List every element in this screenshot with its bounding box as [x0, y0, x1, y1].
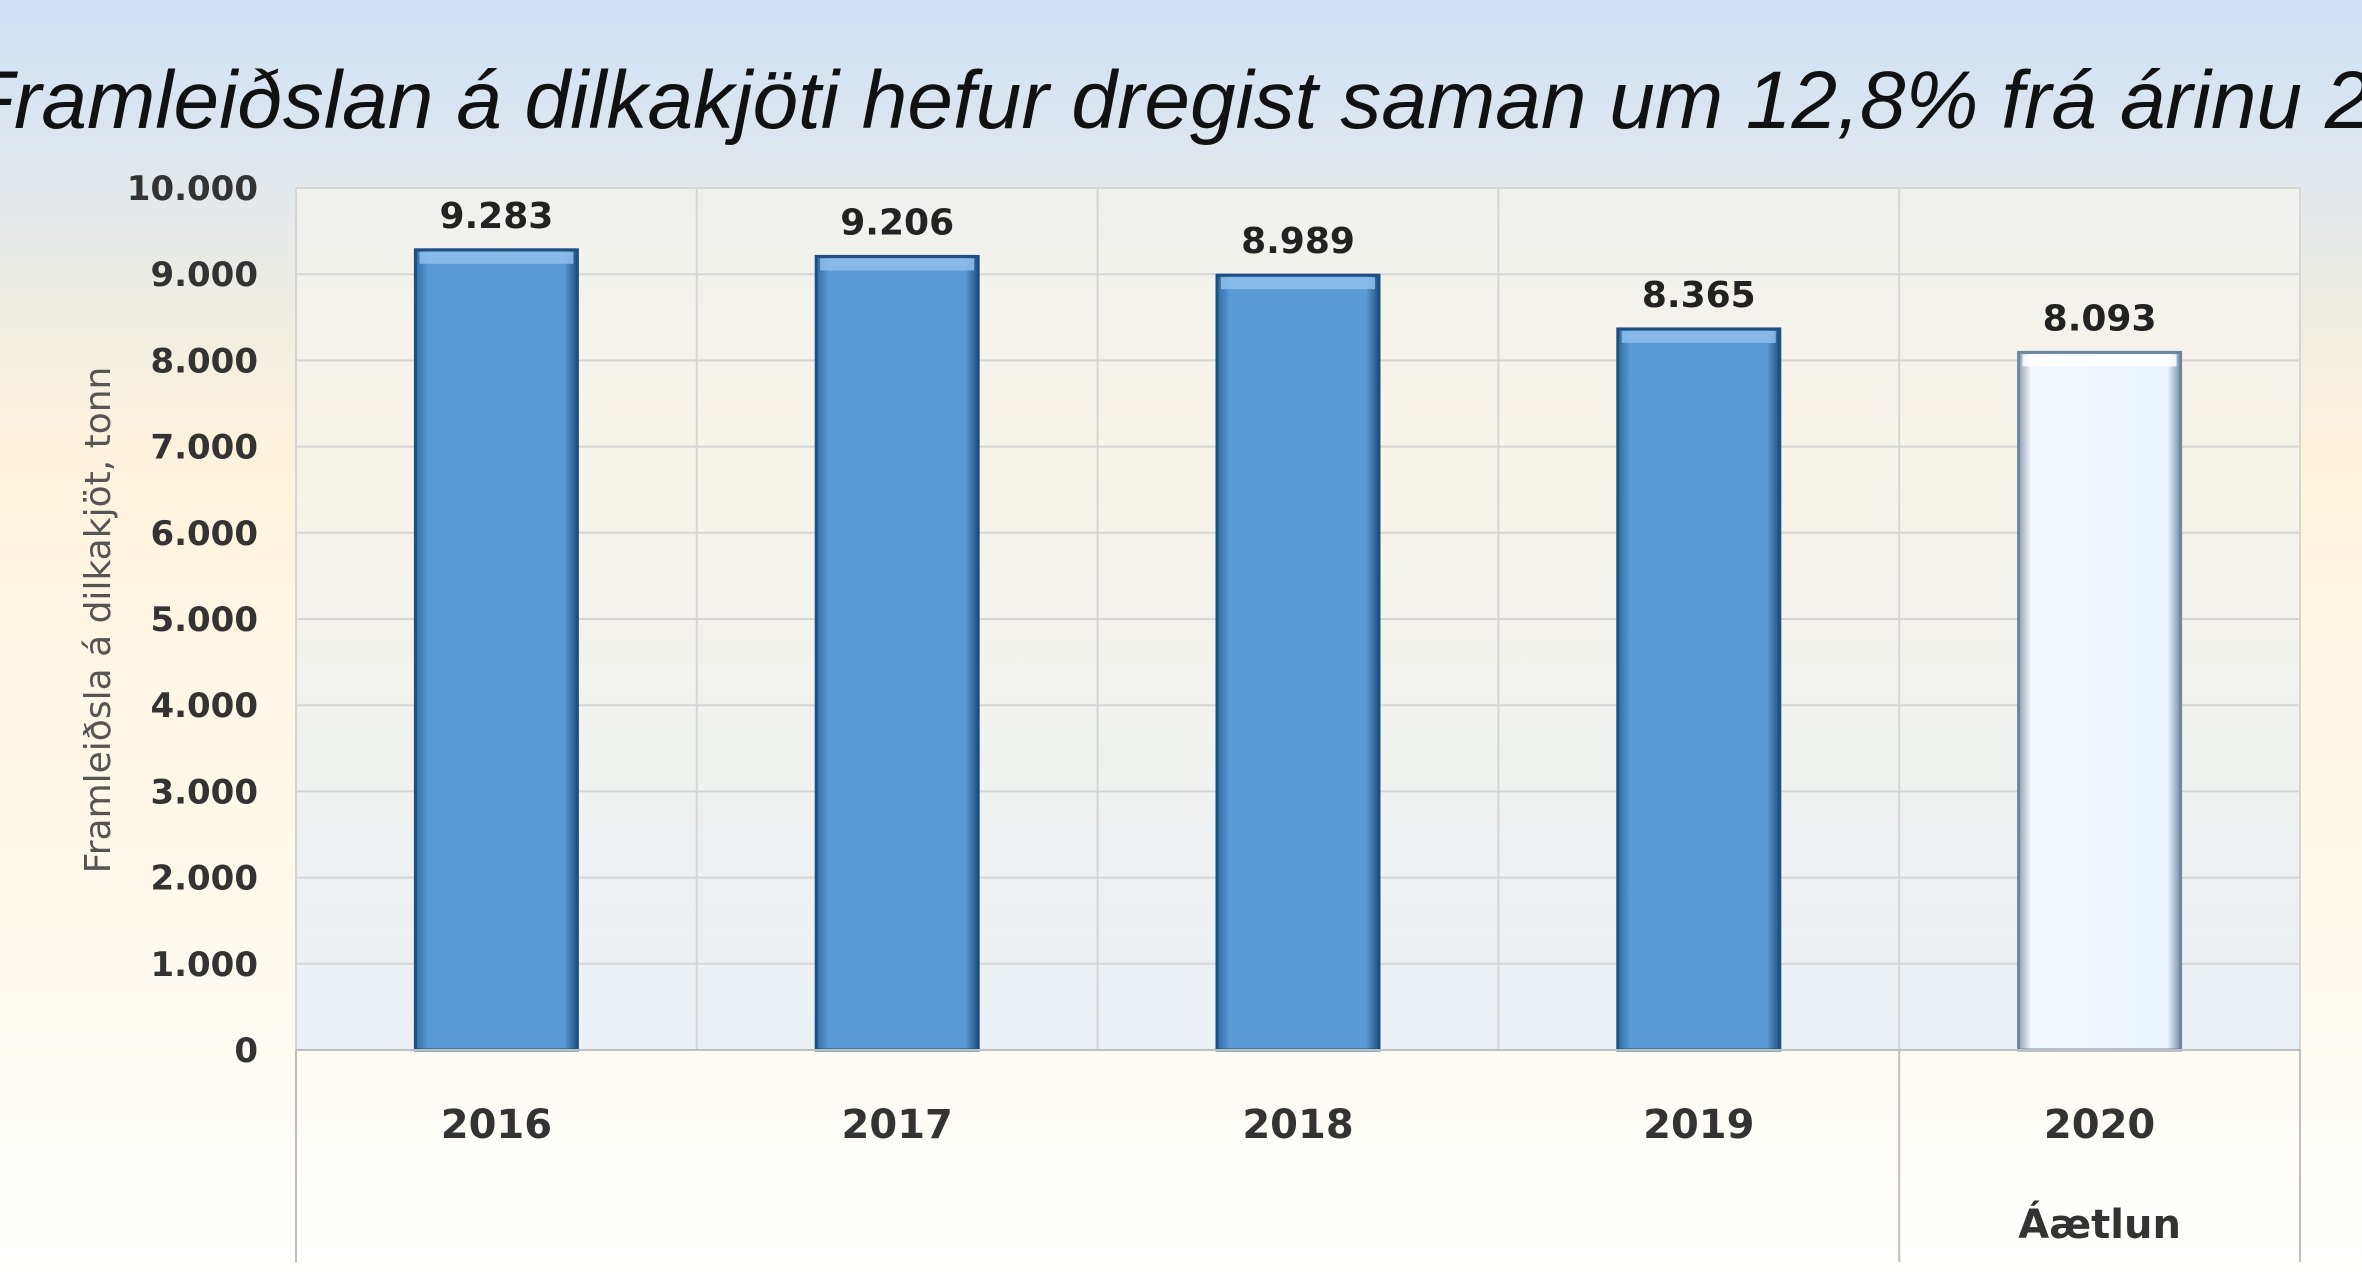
x-tick-label: 2020	[2044, 1102, 2155, 1148]
data-label: 8.989	[1241, 221, 1355, 262]
y-tick-label: 3.000	[150, 772, 258, 812]
x-tick-label: 2016	[441, 1102, 552, 1148]
data-label: 9.283	[439, 196, 553, 237]
y-tick-label: 6.000	[150, 514, 258, 554]
y-tick-label: 7.000	[150, 428, 258, 468]
bars	[413, 248, 2183, 1052]
y-tick-label: 10.000	[127, 169, 258, 209]
y-axis-label: Framleiðsla á dilkakjöt, tonn	[78, 367, 119, 874]
y-tick-label: 8.000	[150, 341, 258, 381]
bar-highlight	[2022, 354, 2177, 367]
y-tick-label: 4.000	[150, 686, 258, 726]
bar-highlight	[1621, 330, 1776, 343]
bar	[1215, 273, 1381, 1052]
bar-forecast	[2017, 350, 2183, 1052]
x-tick-label: 2017	[842, 1102, 953, 1148]
y-tick-label: 2.000	[150, 859, 258, 899]
x-tick-label: 2018	[1242, 1102, 1353, 1148]
y-tick-label: 1.000	[150, 945, 258, 985]
y-tick-label: 0	[234, 1031, 258, 1071]
bar-highlight	[820, 258, 975, 271]
value-labels: 9.283 9.206 8.989 8.365 8.093	[439, 196, 2156, 340]
bar-highlight	[419, 251, 574, 264]
forecast-group-label: Áætlun	[2018, 1200, 2181, 1248]
data-label: 8.365	[1642, 275, 1756, 316]
bar	[1616, 327, 1782, 1052]
y-tick-label: 9.000	[150, 255, 258, 295]
chart-title: 2. Framleiðslan á dilkakjöti hefur dregi…	[0, 55, 2362, 146]
bar-highlight	[1221, 277, 1375, 290]
y-tick-label: 5.000	[150, 600, 258, 640]
data-label: 9.206	[840, 202, 954, 243]
x-axis: 2016 2017 2018 2019 2020 Áætlun	[295, 1049, 2301, 1262]
bar	[814, 254, 980, 1052]
bar	[413, 248, 579, 1052]
data-label: 8.093	[2043, 298, 2157, 339]
y-axis-ticks: 0 1.000 2.000 3.000 4.000 5.000 6.000 7.000 8.00…	[127, 169, 258, 1071]
x-tick-label: 2019	[1643, 1102, 1754, 1148]
